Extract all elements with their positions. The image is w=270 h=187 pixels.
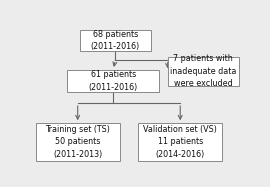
- Text: Training set (TS)
50 patients
(2011-2013): Training set (TS) 50 patients (2011-2013…: [45, 125, 110, 159]
- FancyBboxPatch shape: [139, 123, 222, 161]
- Text: Validation set (VS)
11 patients
(2014-2016): Validation set (VS) 11 patients (2014-20…: [143, 125, 217, 159]
- FancyBboxPatch shape: [168, 57, 239, 86]
- Text: 7 patients with
inadequate data
were excluded: 7 patients with inadequate data were exc…: [170, 54, 237, 88]
- FancyBboxPatch shape: [36, 123, 120, 161]
- Text: 68 patients
(2011-2016): 68 patients (2011-2016): [91, 30, 140, 51]
- FancyBboxPatch shape: [67, 70, 159, 92]
- Text: 61 patients
(2011-2016): 61 patients (2011-2016): [89, 70, 138, 91]
- FancyBboxPatch shape: [80, 30, 151, 51]
